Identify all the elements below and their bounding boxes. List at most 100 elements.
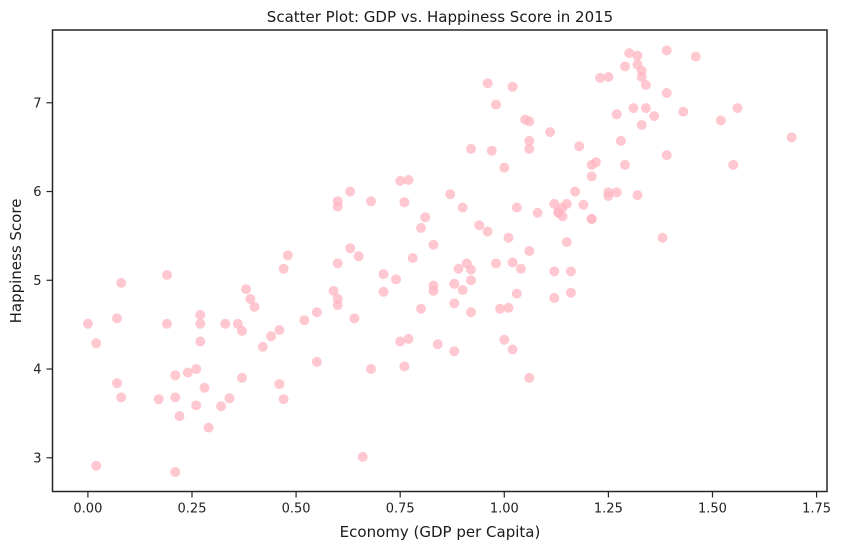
scatter-point	[620, 61, 630, 72]
scatter-point	[507, 257, 518, 268]
scatter-point	[199, 382, 210, 393]
scatter-point	[266, 331, 277, 342]
scatter-point	[216, 401, 227, 412]
y-axis-label: Happiness Score	[7, 199, 25, 324]
scatter-point	[311, 307, 322, 318]
scatter-point	[366, 364, 376, 374]
scatter-point	[649, 111, 660, 122]
scatter-point	[191, 364, 202, 374]
y-axis: 3 4 5 6 7	[33, 96, 53, 466]
scatter-point	[345, 243, 356, 254]
scatter-point	[657, 232, 668, 243]
scatter-point	[615, 135, 626, 146]
x-axis-label: Economy (GDP per Capita)	[340, 523, 541, 541]
y-tick-label: 7	[33, 96, 41, 111]
scatter-point	[274, 379, 285, 390]
scatter-point	[332, 258, 343, 269]
scatter-point	[153, 394, 164, 405]
scatter-point	[170, 370, 181, 381]
x-tick-label: 0.00	[73, 502, 102, 517]
scatter-point	[82, 318, 93, 329]
scatter-point	[162, 270, 172, 280]
scatter-point	[378, 269, 389, 280]
scatter-point	[524, 143, 535, 154]
scatter-point	[170, 467, 181, 477]
scatter-point	[445, 189, 456, 200]
scatter-point	[357, 451, 368, 462]
scatter-point	[170, 392, 181, 403]
scatter-point	[586, 171, 597, 182]
scatter-point	[632, 50, 643, 61]
scatter-point	[182, 367, 193, 378]
x-tick-label: 1.25	[594, 502, 623, 517]
scatter-point	[590, 157, 601, 168]
scatter-point	[640, 103, 651, 114]
scatter-point	[457, 285, 468, 295]
scatter-point	[91, 338, 102, 349]
x-tick-label: 0.25	[178, 502, 207, 517]
scatter-point	[282, 250, 293, 261]
scatter-point	[574, 141, 585, 152]
scatter-point	[237, 372, 247, 383]
scatter-point	[403, 333, 414, 344]
scatter-point	[507, 344, 518, 355]
scatter-point	[278, 394, 289, 405]
scatter-point	[332, 201, 343, 212]
y-tick-label: 3	[33, 451, 41, 466]
scatter-point	[728, 159, 739, 170]
scatter-point	[399, 197, 410, 208]
scatter-point	[403, 175, 414, 185]
scatter-point	[466, 275, 476, 286]
scatter-point	[507, 81, 518, 92]
scatter-point	[203, 422, 214, 433]
scatter-point	[353, 251, 364, 262]
scatter-point	[191, 400, 202, 411]
scatter-point	[503, 302, 514, 313]
scatter-point	[466, 307, 476, 318]
scatter-point	[561, 198, 572, 209]
scatter-point	[549, 198, 560, 209]
scatter-point	[328, 285, 339, 296]
scatter-point	[466, 264, 476, 275]
scatter-point	[112, 313, 122, 324]
scatter-point	[511, 288, 522, 299]
scatter-point	[257, 341, 268, 352]
scatter-point	[565, 266, 576, 277]
scatter-point	[91, 460, 102, 471]
scatter-point	[349, 313, 360, 324]
scatter-point	[245, 293, 256, 304]
scatter-point	[162, 318, 172, 329]
y-tick-label: 4	[33, 363, 41, 378]
scatter-point	[466, 143, 476, 154]
scatter-point	[407, 253, 418, 264]
scatter-point	[237, 325, 247, 336]
scatter-point	[786, 132, 797, 143]
scatter-point	[449, 298, 460, 309]
scatter-point	[474, 220, 485, 231]
scatter-point	[690, 51, 701, 62]
scatter-point	[636, 72, 647, 82]
scatter-point	[274, 325, 285, 335]
scatter-point	[586, 214, 597, 224]
scatter-point	[595, 72, 606, 83]
scatter-point	[453, 263, 464, 274]
scatter-point	[603, 72, 614, 82]
scatter-point	[524, 116, 535, 127]
x-tick-label: 0.75	[386, 502, 415, 517]
scatter-point	[416, 303, 426, 314]
scatter-point	[116, 392, 127, 403]
scatter-point	[195, 336, 206, 347]
scatter-point	[391, 274, 401, 285]
scatter-point	[482, 226, 493, 237]
scatter-point	[416, 222, 426, 233]
scatter-point	[515, 263, 526, 274]
scatter-point	[499, 162, 510, 173]
scatter-point	[112, 378, 122, 389]
scatter-point	[449, 278, 460, 289]
scatter-point	[620, 159, 630, 170]
scatter-point	[565, 287, 576, 298]
scatter-point	[457, 202, 468, 213]
scatter-point	[578, 199, 589, 210]
x-tick-label: 1.00	[490, 502, 519, 517]
